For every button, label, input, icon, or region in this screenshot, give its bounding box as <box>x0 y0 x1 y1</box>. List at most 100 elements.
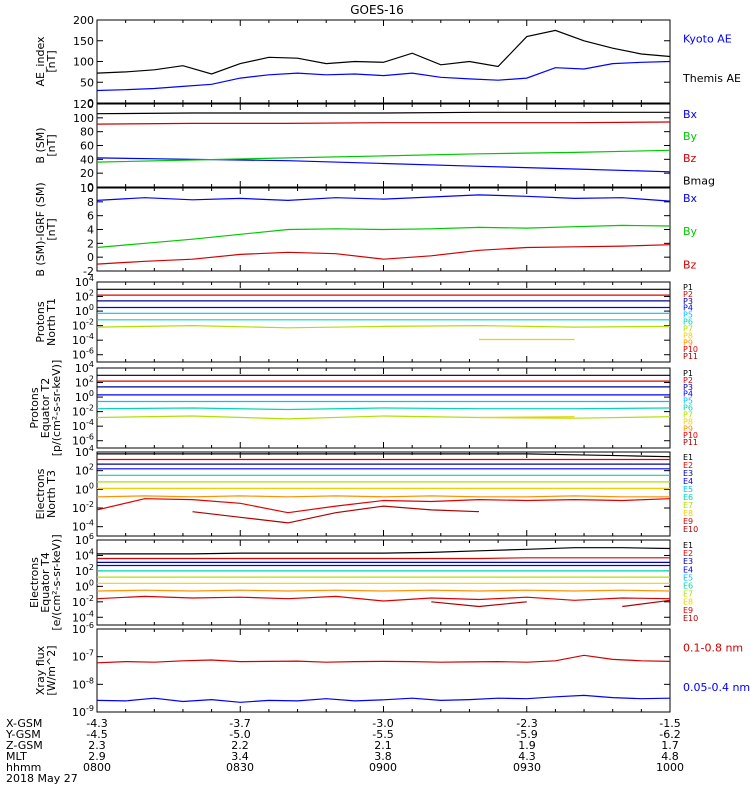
en-series-e8 <box>96 495 670 498</box>
ee-legend-label: E9 <box>683 606 693 615</box>
pe-ytick-label: 102 <box>75 375 94 390</box>
pe-ytick-label: 10-2 <box>72 404 94 419</box>
ee-series-e8 <box>96 589 671 592</box>
en-legend-label: E7 <box>683 501 693 510</box>
en-legend-label: E6 <box>683 493 693 502</box>
pe-legend-label: P5 <box>683 397 693 406</box>
footer-row-value: 2.1 <box>374 739 392 752</box>
ee-ylabel-line: Electrons <box>28 557 41 608</box>
ee-legend-label: E4 <box>683 565 693 574</box>
pn-ytick-label: 10-4 <box>72 332 94 347</box>
ae-ytick-label: 200 <box>73 14 94 27</box>
bsm-series-bz <box>96 121 671 125</box>
footer-row-value: -6.2 <box>659 728 680 741</box>
pe-legend-label: P4 <box>683 390 693 399</box>
pn-ytick-label: 10-6 <box>72 347 94 362</box>
en-series-e10 <box>192 505 480 524</box>
bsm-ylabel-line: [nT] <box>45 134 58 156</box>
footer-row-label: MLT <box>6 750 27 763</box>
pe-legend-label: P7 <box>683 410 693 419</box>
footer-date: 2018 May 27 <box>6 772 78 785</box>
ee-ytick-label: 10-2 <box>72 594 94 609</box>
footer-row-label: X-GSM <box>6 717 42 730</box>
pn-legend-label: P10 <box>683 345 698 354</box>
bigrf-ylabel-line: [nT] <box>45 218 58 240</box>
footer-ephemeris: X-GSM -4.3 -3.7 -3.0 -2.3 -1.5 Y-GSM -4.5 -5.0 -5… <box>5 717 684 785</box>
en-ylabel-line: Electrons <box>34 468 47 519</box>
pe-series-p8 <box>478 416 575 419</box>
pe-ytick-label: 10-4 <box>72 418 94 433</box>
pn-ytick-label: 10-2 <box>72 318 94 333</box>
footer-row-value: -5.9 <box>516 728 537 741</box>
xray-ytick-label: 10-7 <box>72 649 94 664</box>
ee-ytick-label: 10-4 <box>72 609 94 624</box>
ae-ytick-label: 150 <box>73 35 94 48</box>
footer-row-value: 3.8 <box>374 750 392 763</box>
ae-series-kyoto-ae <box>96 60 671 92</box>
ee-legend-label: E2 <box>683 549 693 558</box>
bigrf-ytick-label: 2 <box>87 237 94 250</box>
bigrf-ytick-label: 0 <box>87 251 94 264</box>
pn-legend-label: P9 <box>683 338 693 347</box>
xray-ytick-label: 10-8 <box>72 676 94 691</box>
xray-ytick-label: 10-9 <box>72 704 94 719</box>
pe-legend-label: P2 <box>683 376 693 385</box>
bsm-ytick-label: 20 <box>80 167 94 180</box>
ee-series-e9 <box>96 595 671 602</box>
en-ytick-label: 102 <box>75 463 94 478</box>
ee-ytick-label: 102 <box>75 563 94 578</box>
footer-row-value: -5.5 <box>372 728 393 741</box>
pn-frame <box>96 281 671 363</box>
ae-ytick-label: 100 <box>73 56 94 69</box>
pe-ytick-label: 10-6 <box>72 433 94 448</box>
footer-row-value: 0830 <box>226 761 254 774</box>
bsm-legend-label: Bmag <box>683 174 715 187</box>
footer-row-value: 0900 <box>369 761 397 774</box>
pn-legend-label: P4 <box>683 304 693 313</box>
pn-legend-label: P2 <box>683 290 693 299</box>
en-legend-label: E3 <box>683 469 693 478</box>
en-ytick-label: 10-2 <box>72 500 94 515</box>
en-ylabel-line: North T3 <box>45 470 58 518</box>
bsm-frame <box>96 103 671 188</box>
panel-xray: 10-6 10-7 10-8 10-9 Xray flux[W/m^2] 0.1-0.8 … <box>34 621 750 719</box>
pn-legend-label: P8 <box>683 331 693 340</box>
footer-row-value: -3.7 <box>229 717 250 730</box>
en-legend-label: E10 <box>683 525 698 534</box>
bigrf-ytick-label: 4 <box>87 224 94 237</box>
pn-legend-label: P11 <box>683 352 698 361</box>
pn-ytick-label: 102 <box>75 289 94 304</box>
footer-row-value: 0800 <box>83 761 111 774</box>
pe-legend-label: P3 <box>683 383 693 392</box>
bigrf-ytick-label: 6 <box>87 210 94 223</box>
footer-row-value: 4.3 <box>518 750 536 763</box>
xray-series-0-05-0-4-nm <box>96 694 671 703</box>
panel-ae: 0 50 100 150 200 AE_index[nT] Kyoto AE Themis A… <box>34 14 741 110</box>
ee-series-e1 <box>97 547 671 555</box>
pn-ytick-label: 104 <box>75 274 94 289</box>
xray-legend-label: 0.1-0.8 nm <box>683 641 743 654</box>
bigrf-ytick-label: 8 <box>87 196 94 209</box>
footer-row-value: -4.5 <box>86 728 107 741</box>
en-ytick-label: 100 <box>75 481 94 496</box>
bsm-ytick-label: 120 <box>73 98 94 111</box>
bigrf-ytick-label: -2 <box>83 265 94 278</box>
en-ytick-label: 10-4 <box>72 519 94 534</box>
bsm-series-bx <box>96 157 671 173</box>
ee-legend-label: E1 <box>683 541 693 550</box>
ee-legend-label: E3 <box>683 557 693 566</box>
pe-ytick-label: 104 <box>75 360 94 375</box>
footer-row-value: -3.0 <box>372 717 393 730</box>
pe-legend-label: P1 <box>683 369 693 378</box>
pe-series-p6 <box>96 407 671 411</box>
ae-legend-label: Kyoto AE <box>683 32 732 45</box>
footer-row-value: 4.8 <box>661 750 679 763</box>
ee-legend-label: E8 <box>683 598 693 607</box>
footer-row-value: -1.5 <box>659 717 680 730</box>
ae-ylabel-line: [nT] <box>45 50 58 72</box>
bigrf-series-bx <box>96 194 671 202</box>
